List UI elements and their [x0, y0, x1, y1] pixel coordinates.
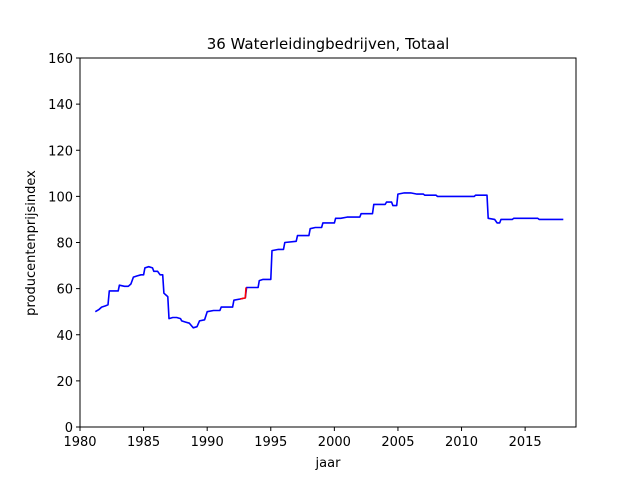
y-tick-label: 120 [48, 144, 73, 159]
plot-frame [79, 57, 577, 428]
series-line-1 [240, 287, 247, 300]
y-tick-label: 80 [56, 237, 73, 252]
x-axis-label: jaar [315, 456, 342, 471]
chart-title: 36 Waterleidingbedrijven, Totaal [207, 35, 450, 53]
y-tick-label: 140 [48, 98, 73, 113]
y-tick-label: 100 [48, 190, 73, 205]
x-tick-label: 1995 [254, 435, 287, 450]
series-line-0 [94, 192, 564, 329]
x-tick-label: 2010 [445, 435, 478, 450]
y-tick-label: 20 [56, 375, 73, 390]
y-axis-label: producentenprijsindex [24, 170, 39, 316]
series-layer [94, 192, 564, 329]
x-axis: 1980 1985 1990 1995 2000 2005 2010 2015 [63, 427, 542, 450]
x-tick-label: 1980 [63, 435, 96, 450]
y-axis: 0 20 40 60 80 100 120 140 160 [48, 52, 80, 436]
y-tick-label: 160 [48, 52, 73, 67]
y-tick-label: 40 [56, 329, 73, 344]
x-tick-label: 1990 [191, 435, 224, 450]
x-tick-label: 1985 [127, 435, 160, 450]
x-tick-label: 2000 [318, 435, 351, 450]
x-tick-label: 2015 [509, 435, 542, 450]
y-tick-label: 0 [65, 421, 73, 436]
x-tick-label: 2005 [381, 435, 414, 450]
y-tick-label: 60 [56, 283, 73, 298]
